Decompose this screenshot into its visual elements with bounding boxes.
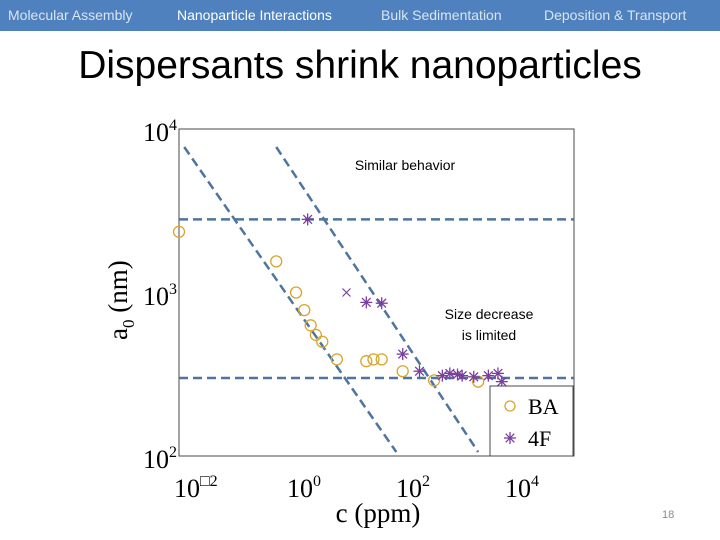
data-point-4f-6 xyxy=(443,367,456,380)
data-point-4f-9 xyxy=(467,370,480,383)
tab-molecular-assembly[interactable]: Molecular Assembly xyxy=(8,7,133,23)
data-point-4f-1-stroke-3 xyxy=(361,297,372,308)
x-tick-label-0: 100 xyxy=(287,473,321,503)
data-point-ba-1 xyxy=(270,255,283,268)
tab-bulk-sedimentation[interactable]: Bulk Sedimentation xyxy=(381,7,502,23)
data-point-4f-5 xyxy=(436,369,449,382)
data-point-4f-3-stroke-3 xyxy=(397,349,408,359)
legend-label-ba: BA xyxy=(528,394,559,419)
data-point-4f-9-stroke-3 xyxy=(468,372,479,382)
annotation-is-limited: is limited xyxy=(462,327,516,343)
data-point-4f-12-stroke-3 xyxy=(497,376,507,387)
tab-deposition-transport[interactable]: Deposition & Transport xyxy=(544,7,687,23)
data-point-4f-10 xyxy=(482,369,495,382)
y-tick-label-4: 104 xyxy=(143,117,177,147)
legend-label-4f: 4F xyxy=(528,426,551,451)
data-point-ba-3 xyxy=(298,303,311,317)
legend-marker-4f-star xyxy=(504,432,516,444)
legend-marker-ba xyxy=(504,400,516,412)
data-marks xyxy=(172,213,508,388)
data-point-ba-7 xyxy=(330,353,344,366)
data-point-4f-1 xyxy=(360,296,373,309)
data-point-ba-8 xyxy=(360,355,373,368)
data-point-4f-2 xyxy=(375,297,388,310)
annotation-size-decrease: Size decrease xyxy=(445,306,534,322)
legend-box xyxy=(489,385,574,457)
data-point-4f-0 xyxy=(301,213,314,226)
x-axis-label: c (ppm) xyxy=(336,498,421,528)
data-point-4f-6-stroke-3 xyxy=(445,368,455,379)
data-point-4f-4 xyxy=(413,365,426,378)
annotation-similar-behavior: Similar behavior xyxy=(355,157,456,173)
guide-diagonal-0 xyxy=(183,146,398,453)
data-point-4f-11-stroke-3 xyxy=(493,368,503,379)
data-point-extra-0-stroke-1 xyxy=(342,288,351,297)
data-point-ba-9 xyxy=(367,353,380,366)
y-tick-label-3: 103 xyxy=(143,281,177,311)
data-point-4f-0-stroke-3 xyxy=(302,214,313,225)
x-tick-label-4: 104 xyxy=(505,473,539,503)
data-point-4f-4-stroke-3 xyxy=(414,366,425,377)
legend-marker-4f-star-stroke-3 xyxy=(505,433,515,443)
y-axis-label: a0 (nm) xyxy=(103,260,138,340)
data-point-ba-10 xyxy=(375,353,388,366)
data-point-4f-8-stroke-3 xyxy=(457,370,467,381)
data-point-ba-12 xyxy=(427,374,441,387)
data-point-ba-5 xyxy=(309,328,323,342)
x-tick-label-neg2: 10□2 xyxy=(174,473,218,503)
legend-marker-4f xyxy=(504,432,516,444)
data-point-4f-2-stroke-3 xyxy=(376,298,387,308)
data-point-4f-3 xyxy=(396,348,409,361)
data-point-ba-2 xyxy=(289,286,303,299)
data-point-ba-11 xyxy=(396,365,409,378)
y-tick-label-2: 102 xyxy=(143,444,177,474)
data-point-4f-7-stroke-3 xyxy=(452,369,463,380)
nav-bar: Molecular Assembly Nanoparticle Interact… xyxy=(0,0,720,31)
legend: BA 4F xyxy=(489,385,574,457)
data-point-ba-4 xyxy=(304,319,317,332)
data-point-ba-6 xyxy=(316,335,329,348)
tab-nanoparticle-interactions[interactable]: Nanoparticle Interactions xyxy=(177,7,332,23)
data-point-4f-10-stroke-3 xyxy=(483,370,494,381)
plot-frame xyxy=(178,128,575,457)
data-point-extra-0 xyxy=(342,288,351,297)
data-point-4f-8 xyxy=(456,369,469,382)
data-point-ba-0 xyxy=(172,225,186,238)
data-point-ba-13 xyxy=(472,375,485,388)
x-tick-label-2: 102 xyxy=(396,473,430,503)
page-number: 18 xyxy=(662,509,675,521)
slide-title: Dispersants shrink nanoparticles xyxy=(78,44,642,87)
